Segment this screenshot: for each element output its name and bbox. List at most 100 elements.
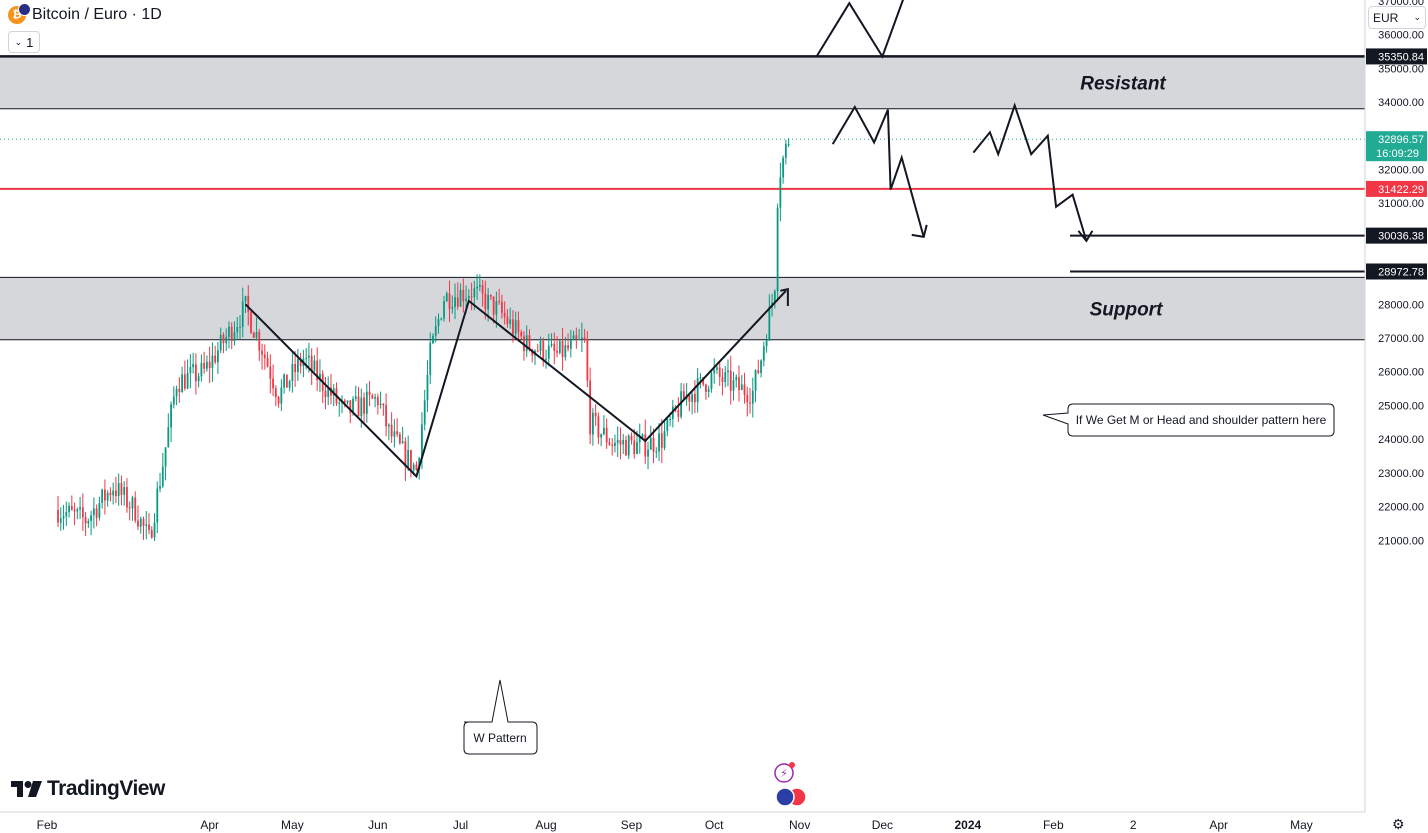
candle-body (225, 337, 228, 344)
time-tick-label: 2024 (954, 818, 981, 832)
candle-body (476, 286, 478, 289)
candle-body (456, 297, 459, 307)
interval-button[interactable]: ⌄ 1 (8, 31, 40, 53)
candle-body (172, 396, 175, 405)
candle-body (272, 378, 274, 389)
candle-body (87, 520, 90, 524)
candle-body (727, 370, 729, 373)
eu-flag-icon[interactable] (775, 787, 795, 807)
candle-body (76, 509, 79, 512)
candle-body (688, 395, 691, 402)
candle-body (473, 288, 476, 298)
candle-body (363, 397, 365, 414)
candle-body (396, 431, 399, 435)
currency-select[interactable]: EUR ⌄ (1368, 6, 1426, 29)
candle-body (693, 393, 696, 403)
candle-body (492, 296, 495, 315)
candle-body (677, 409, 680, 417)
candle-body (65, 511, 68, 517)
candle-body (308, 355, 310, 358)
candle-body (412, 464, 415, 471)
currency-label: EUR (1373, 10, 1399, 25)
level-price-badge (1366, 180, 1427, 197)
candle-body (269, 366, 272, 379)
candle-body (506, 316, 509, 325)
candle-body (542, 340, 545, 360)
candle-body (459, 289, 462, 307)
candle-body (183, 374, 186, 389)
candle-body (252, 332, 255, 338)
candle-body (106, 492, 109, 501)
time-axis-background (0, 812, 1428, 833)
candle-body (120, 483, 123, 495)
candle-body (159, 486, 161, 489)
candle-body (451, 307, 454, 309)
zone-band-1 (0, 56, 1365, 109)
candle-body (561, 341, 564, 358)
candle-body (217, 350, 219, 363)
candle-body (324, 390, 327, 398)
candle-body (663, 431, 666, 448)
time-tick-label: Feb (1043, 818, 1064, 832)
candle-body (59, 518, 62, 523)
candle-body (222, 334, 225, 344)
candle-body (467, 296, 470, 299)
interval-value: 1 (26, 34, 34, 50)
candle-body (189, 367, 192, 374)
candle-body (371, 395, 374, 399)
gear-icon[interactable]: ⚙ (1392, 816, 1405, 832)
candle-body (465, 298, 467, 302)
candle-body (153, 522, 156, 538)
candle-body (520, 332, 523, 337)
candle-body (101, 489, 104, 504)
candle-body (597, 416, 600, 438)
candle-body (244, 296, 247, 302)
candle-body (263, 354, 266, 358)
candle-body (277, 397, 280, 404)
candle-body (313, 360, 316, 371)
candle-body (310, 355, 313, 371)
candle-body (489, 294, 492, 297)
candle-body (429, 343, 432, 375)
candle-body (156, 488, 159, 523)
price-tick-label: 34000.00 (1378, 97, 1424, 109)
candle-body (343, 400, 346, 403)
candle-body (445, 293, 448, 302)
candle-body (137, 520, 139, 527)
level-price-label: 31422.29 (1378, 184, 1424, 196)
candle-body (379, 403, 382, 406)
candle-body (404, 441, 407, 467)
candle-body (575, 335, 578, 340)
candle-body (498, 301, 501, 303)
candle-body (134, 497, 137, 521)
candle-body (354, 396, 357, 399)
candle-body (528, 335, 531, 350)
time-tick-label: Nov (789, 818, 810, 832)
candle-body (501, 301, 503, 313)
candle-body (175, 388, 178, 397)
candle-body (142, 518, 145, 526)
earnings-flash-icon[interactable] (774, 763, 794, 783)
brand-logo[interactable]: TradingView (11, 777, 165, 801)
candle-body (410, 450, 412, 471)
candle-body (98, 503, 101, 518)
candle-body (509, 319, 512, 325)
candle-body (462, 289, 465, 302)
candle-body (658, 433, 660, 452)
notification-dot-icon (789, 762, 795, 768)
candle-body (666, 419, 669, 432)
time-tick-label: Feb (37, 818, 58, 832)
candle-body (211, 355, 214, 368)
symbol-header[interactable]: ₿ Bitcoin / Euro · 1D (8, 3, 162, 24)
candle-body (360, 397, 363, 417)
candle-body (112, 490, 115, 496)
candle-body (503, 312, 506, 317)
candle-body (73, 509, 76, 512)
candle-body (81, 507, 84, 518)
w-pattern-drawing (244, 290, 787, 479)
candle-body (161, 466, 164, 487)
candle-body (261, 350, 263, 355)
candle-body (782, 157, 785, 178)
price-tick-label: 24000.00 (1378, 434, 1424, 446)
